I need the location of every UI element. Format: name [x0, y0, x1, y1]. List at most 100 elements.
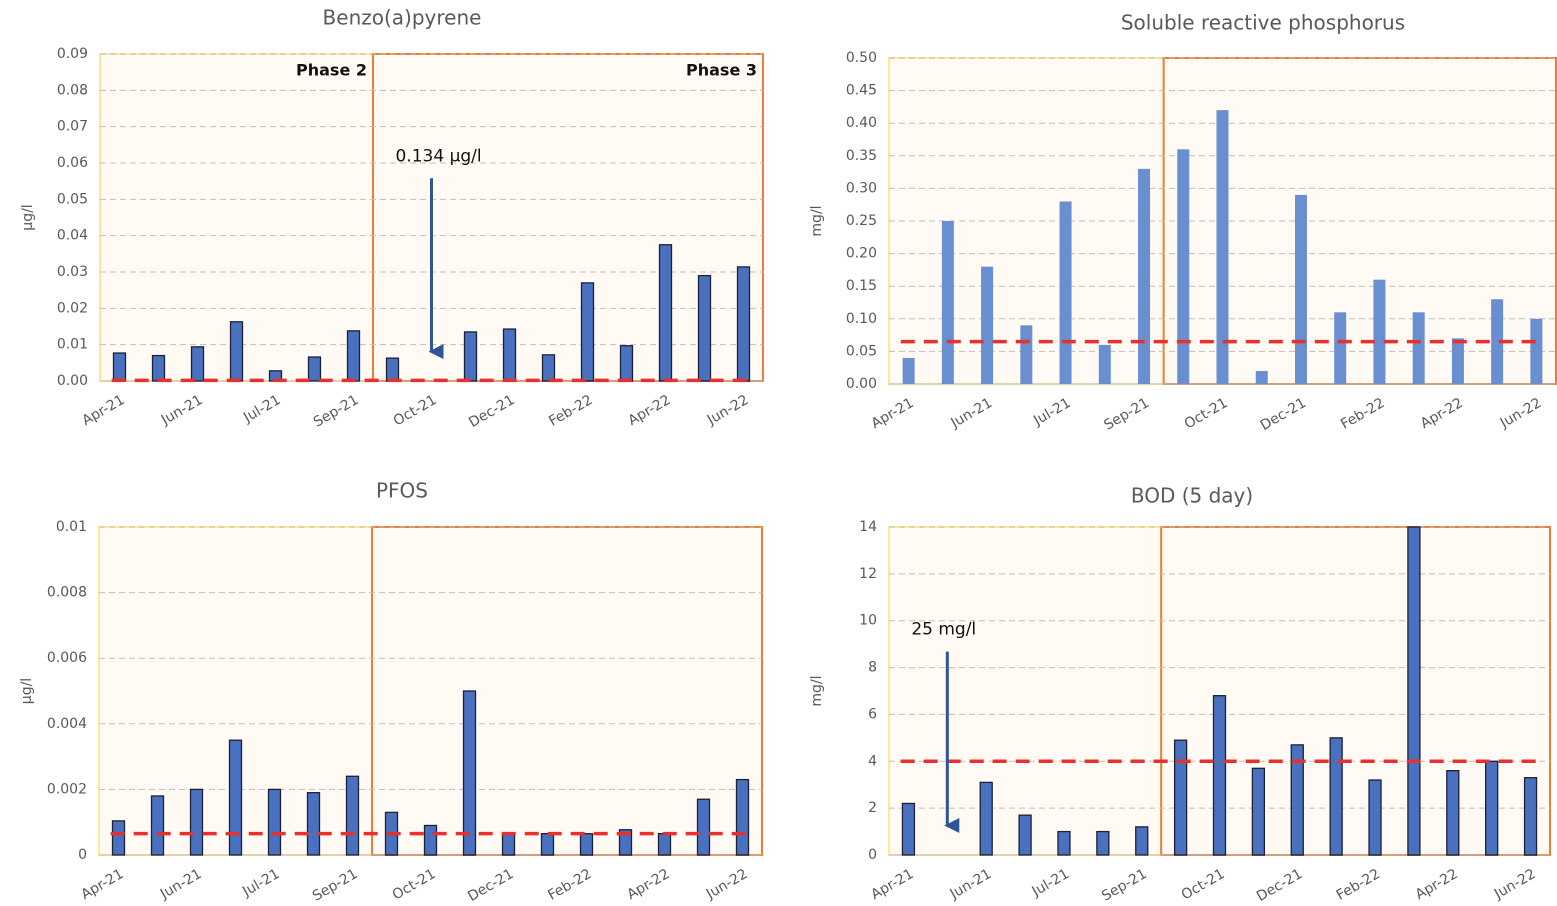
- y-tick-label: 0.03: [57, 264, 88, 280]
- bar: [462, 690, 477, 856]
- x-tick-label: Sep-21: [311, 392, 362, 430]
- bar: [1290, 744, 1304, 856]
- y-tick-label: 0: [868, 847, 877, 863]
- bar: [736, 266, 751, 382]
- x-tick-label: Jun-22: [704, 392, 752, 429]
- y-tick-label: 0.006: [47, 650, 87, 666]
- bar: [501, 833, 516, 856]
- bar: [619, 345, 634, 382]
- bar: [1251, 767, 1266, 856]
- bar: [1334, 312, 1347, 384]
- x-tick-label: Jul-21: [1029, 866, 1072, 900]
- bar: [151, 354, 166, 382]
- bar: [1173, 739, 1188, 856]
- x-tick-label: Apr-22: [624, 866, 672, 903]
- bar: [1373, 279, 1386, 384]
- x-tick-label: Apr-22: [1418, 395, 1466, 432]
- y-axis-label: mg/l: [809, 675, 825, 706]
- chart-title: Benzo(a)pyrene: [323, 6, 482, 30]
- y-axis-label: mg/l: [809, 205, 825, 236]
- bar: [979, 781, 993, 856]
- x-tick-label: Apr-22: [625, 392, 673, 429]
- x-tick-label: Apr-21: [78, 866, 126, 903]
- y-tick-label: 14: [859, 519, 877, 535]
- bar: [1135, 826, 1149, 856]
- x-tick-label: Feb-22: [546, 392, 595, 430]
- y-tick-label: 0.05: [57, 191, 88, 207]
- bar: [1098, 344, 1111, 384]
- x-tick-label: Jun-21: [947, 866, 995, 903]
- y-tick-label: 0.002: [47, 781, 87, 797]
- y-tick-label: 0.004: [47, 716, 87, 732]
- bar: [1177, 149, 1190, 384]
- x-tick-label: Jun-22: [703, 866, 751, 903]
- bar: [1412, 312, 1425, 384]
- bar: [306, 792, 321, 856]
- y-tick-label: 0.00: [57, 373, 88, 389]
- y-tick-label: 0.008: [47, 585, 87, 601]
- chart-title: PFOS: [376, 479, 428, 503]
- y-tick-label: 2: [868, 800, 877, 816]
- bar: [1212, 695, 1227, 856]
- bar: [981, 266, 994, 384]
- y-tick-label: 0.15: [846, 278, 877, 294]
- x-tick-label: Feb-22: [1334, 866, 1383, 904]
- bar: [541, 354, 556, 382]
- x-tick-label: Sep-21: [1101, 395, 1152, 433]
- y-axis-label: µg/l: [20, 204, 36, 230]
- y-tick-label: 0.07: [57, 119, 88, 135]
- x-tick-label: Apr-22: [1413, 866, 1461, 903]
- y-tick-label: 0.40: [846, 115, 877, 131]
- bar: [1059, 201, 1072, 384]
- bar: [111, 820, 126, 856]
- bar: [423, 824, 438, 856]
- y-tick-label: 0: [78, 847, 87, 863]
- chart-title: Soluble reactive phosphorus: [1121, 11, 1405, 35]
- y-tick-label: 0.25: [846, 213, 877, 229]
- bar: [346, 330, 361, 382]
- x-tick-label: Oct-21: [1179, 866, 1228, 903]
- bar: [307, 356, 322, 382]
- x-tick-label: Jul-21: [239, 866, 282, 900]
- chart: Benzo(a)pyrene µg/l Phase 2 Phase 3 0.00 0.01…: [20, 6, 764, 431]
- y-tick-label: 0.05: [846, 343, 877, 359]
- bar: [902, 357, 915, 384]
- y-axis-label: µg/l: [19, 678, 35, 704]
- bar: [1018, 814, 1032, 856]
- bar: [697, 274, 712, 382]
- phase-label: Phase 3: [686, 61, 757, 80]
- bar: [696, 798, 711, 856]
- x-tick-label: Jun-21: [157, 866, 205, 903]
- x-tick-label: Jun-22: [1497, 395, 1545, 432]
- x-tick-label: Sep-21: [310, 866, 361, 904]
- x-tick-label: Oct-21: [391, 392, 440, 429]
- bar: [112, 352, 127, 382]
- bar: [618, 829, 633, 856]
- x-tick-label: Apr-21: [868, 866, 916, 903]
- x-tick-label: Jun-21: [947, 395, 995, 432]
- bar: [1255, 370, 1268, 384]
- x-tick-label: Apr-21: [869, 395, 917, 432]
- bar: [150, 795, 165, 856]
- bar: [1329, 737, 1343, 856]
- y-tick-label: 0.02: [57, 300, 88, 316]
- bar: [1368, 779, 1382, 856]
- phase-box: [888, 526, 1163, 856]
- x-tick-label: Jun-21: [158, 392, 206, 429]
- y-tick-label: 0.06: [57, 155, 88, 171]
- chart: Soluble reactive phosphorus mg/l 0.00 0.05 0…: [809, 11, 1557, 434]
- bar: [189, 788, 204, 856]
- bar: [1407, 526, 1421, 856]
- y-tick-label: 4: [868, 753, 877, 769]
- y-tick-label: 0.08: [57, 82, 88, 98]
- bar: [228, 739, 243, 856]
- y-tick-label: 0.45: [846, 83, 877, 99]
- bar: [1020, 325, 1033, 384]
- y-tick-label: 0.01: [56, 519, 87, 535]
- y-tick-label: 0.10: [846, 311, 877, 327]
- bar: [658, 244, 673, 382]
- x-tick-label: Feb-22: [1338, 395, 1387, 433]
- bar: [229, 321, 244, 382]
- x-tick-label: Feb-22: [545, 866, 594, 904]
- y-tick-label: 0.01: [57, 337, 88, 353]
